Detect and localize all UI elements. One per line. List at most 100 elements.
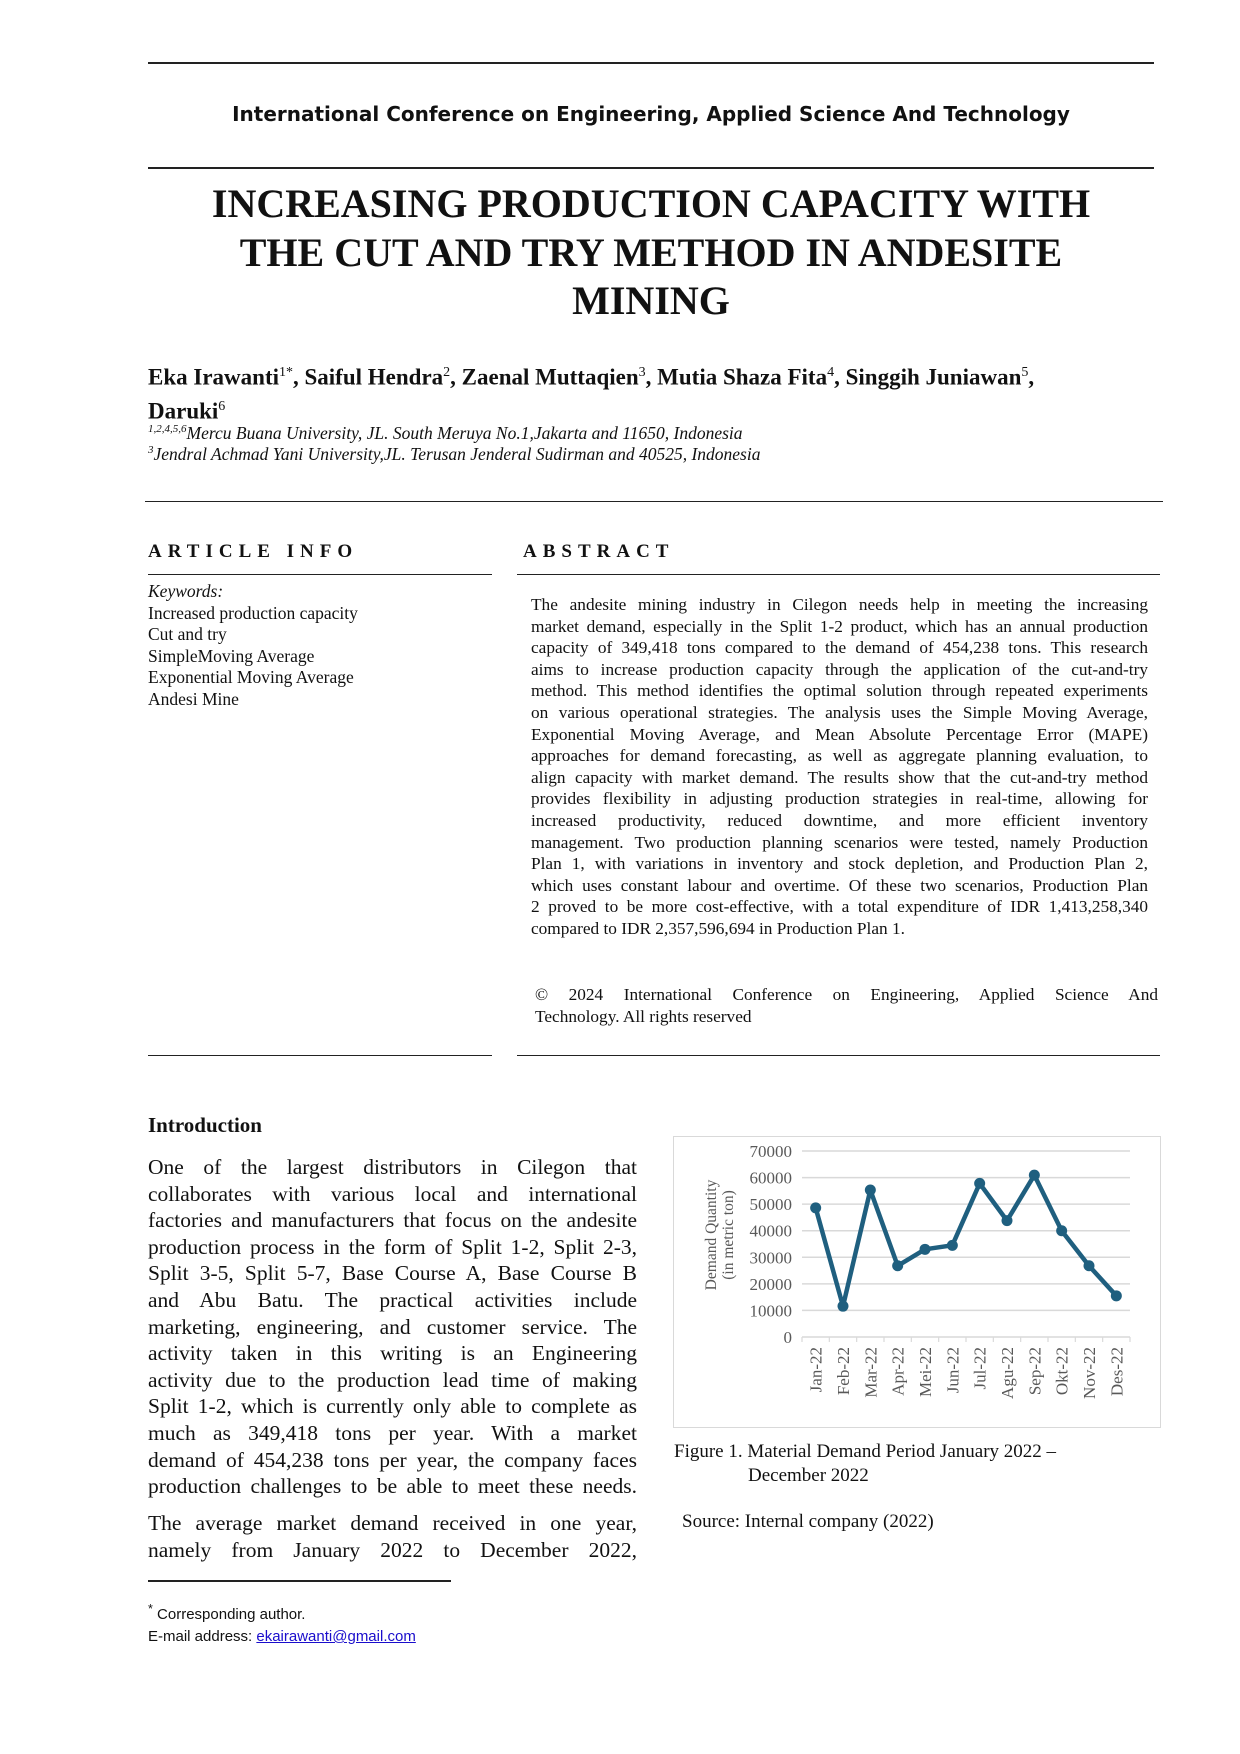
keyword: Andesi Mine: [148, 688, 239, 709]
affiliation: 1,2,4,5,6Mercu Buana University, JL. Sou…: [148, 419, 743, 444]
x-tick-label: Sep-22: [1025, 1347, 1044, 1395]
author-sup: 4: [827, 365, 835, 380]
y-tick-label: 70000: [750, 1142, 793, 1161]
title-line: MINING: [572, 278, 730, 323]
affiliation-text: Jendral Achmad Yani University,JL. Terus…: [153, 443, 761, 464]
text-line: Exponential Moving Average, and Mean Abs…: [531, 724, 1148, 744]
introduction-paragraph: One of the largest distributors in Cileg…: [148, 1154, 637, 1500]
author-name: Daruki: [148, 398, 219, 424]
abstract-bottom-rule: [517, 1055, 1160, 1056]
text-line: market demand, especially in the Split 1…: [531, 616, 1148, 636]
text-line: demand of 454,238 tons per year, the com…: [148, 1447, 637, 1472]
x-tick-label: Jun-22: [943, 1347, 962, 1393]
keyword: Increased production capacity: [148, 602, 358, 623]
author-name: Singgih Juniawan: [845, 364, 1022, 390]
x-tick-label: Mar-22: [861, 1347, 880, 1398]
email-label: E-mail address:: [148, 1628, 257, 1645]
text-line: activity due to the production lead time…: [148, 1367, 637, 1392]
affiliation-sup: 3: [148, 444, 154, 456]
text-line: factories and manufacturers that focus o…: [148, 1208, 637, 1233]
text-line: aims to increase production capacity thr…: [531, 659, 1148, 679]
keyword: Cut and try: [148, 624, 227, 644]
author-separator: ,: [834, 364, 846, 390]
data-point: [974, 1177, 986, 1189]
text-line: 2 proved to be more cost-effective, with…: [531, 897, 1148, 917]
author-name: Saiful Hendra: [304, 364, 444, 390]
article-info-rule: [148, 574, 492, 575]
figure-source: Source: Internal company (2022): [682, 1511, 934, 1532]
keywords-block: Keywords: Increased production capacity …: [148, 581, 358, 710]
data-point: [946, 1239, 958, 1251]
text-line: Plan 1, with variations in inventory and…: [531, 854, 1148, 874]
text-line: management. Two production planning scen…: [531, 832, 1148, 852]
text-line: Split 3-5, Split 5-7, Base Course A, Bas…: [148, 1261, 637, 1286]
affiliation-text: Mercu Buana University, JL. South Meruya…: [186, 422, 743, 443]
keyword: SimpleMoving Average: [148, 645, 315, 666]
data-point: [892, 1260, 904, 1272]
text-line: which uses constant labour and overtime.…: [531, 875, 1148, 895]
text-line: The average market demand received in on…: [148, 1511, 637, 1535]
figure-caption: Figure 1. Material Demand Period January…: [674, 1440, 1056, 1488]
title-line: THE CUT AND TRY METHOD IN ANDESITE: [239, 229, 1063, 275]
conference-name: International Conference on Engineering,…: [232, 102, 1070, 126]
author-sup: 1*: [279, 365, 293, 380]
author-sup: 6: [218, 398, 226, 414]
x-tick-label: Des-22: [1107, 1347, 1126, 1396]
text-line: Split 1-2, which is currently only able …: [148, 1394, 637, 1419]
x-tick-label: Okt-22: [1053, 1347, 1072, 1395]
x-tick-label: Nov-22: [1080, 1347, 1099, 1399]
text-line: much as 349,418 tons per year. With a ma…: [148, 1420, 637, 1445]
affiliation-sup: 1,2,4,5,6: [148, 423, 187, 435]
introduction-paragraph: The average market demand received in on…: [148, 1510, 637, 1563]
article-info-heading: ARTICLE INFO: [148, 541, 359, 562]
data-point: [837, 1300, 849, 1312]
corresponding-author-label: Corresponding author.: [157, 1606, 306, 1623]
author-sup: 5: [1021, 365, 1029, 380]
copyright-line: © 2024 International Conference on Engin…: [535, 985, 1158, 1004]
y-tick-label: 40000: [750, 1222, 793, 1241]
footnote-rule: [148, 1580, 451, 1582]
abstract-rule: [517, 574, 1160, 575]
email-link[interactable]: ekairawanti@gmail.com: [256, 1628, 416, 1645]
abstract-heading: ABSTRACT: [523, 541, 675, 562]
author-name: Eka Irawanti: [148, 364, 279, 390]
footnote-mark: *: [148, 1602, 153, 1616]
text-line: capacity of 349,418 tons compared to the…: [531, 638, 1148, 658]
footnote: * Corresponding author. E-mail address: …: [148, 1598, 416, 1648]
x-tick-label: Mei-22: [916, 1347, 935, 1397]
text-line: collaborates with various local and inte…: [148, 1181, 637, 1206]
y-tick-label: 10000: [750, 1301, 793, 1320]
demand-series-line: [813, 1172, 1118, 1309]
introduction-heading: Introduction: [148, 1113, 262, 1137]
data-point: [810, 1202, 822, 1214]
title-line: INCREASING PRODUCTION CAPACITY WITH: [211, 181, 1091, 226]
data-point: [1110, 1290, 1122, 1302]
y-tick-label: 50000: [750, 1195, 793, 1214]
y-tick-label: 20000: [750, 1275, 793, 1294]
text-line: increased productivity, reduced downtime…: [531, 810, 1148, 830]
author-name: Zaenal Muttaqien: [461, 364, 639, 390]
caption-line: Figure 1. Material Demand Period January…: [674, 1441, 1057, 1462]
y-axis-label: (in metric ton): [720, 1190, 737, 1280]
author-list: Eka Irawanti1*, Saiful Hendra2, Zaenal M…: [148, 358, 1158, 425]
paper-title: INCREASING PRODUCTION CAPACITY WITH THE …: [148, 180, 1154, 326]
author-separator: ,: [645, 364, 658, 390]
author-sup: 2: [443, 365, 451, 380]
section-rule: [145, 501, 1163, 502]
keyword: Exponential Moving Average: [148, 667, 354, 687]
data-point: [1001, 1215, 1013, 1227]
y-tick-label: 0: [784, 1328, 793, 1347]
text-line: provides flexibility in adjusting produc…: [531, 789, 1148, 809]
text-line: and Abu Batu. The practical activities i…: [148, 1287, 637, 1312]
y-tick-label: 30000: [750, 1248, 793, 1267]
data-point: [864, 1184, 876, 1196]
data-point: [1083, 1260, 1095, 1272]
data-point: [919, 1243, 931, 1255]
text-line: production challenges to be able to meet…: [148, 1474, 637, 1499]
x-tick-label: Jul-22: [971, 1347, 990, 1390]
text-line: marketing, engineering, and customer ser…: [148, 1314, 637, 1339]
text-line: compared to IDR 2,357,596,694 in Product…: [531, 918, 905, 938]
copyright: © 2024 International Conference on Engin…: [535, 984, 1158, 1028]
x-tick-label: Feb-22: [834, 1347, 853, 1395]
